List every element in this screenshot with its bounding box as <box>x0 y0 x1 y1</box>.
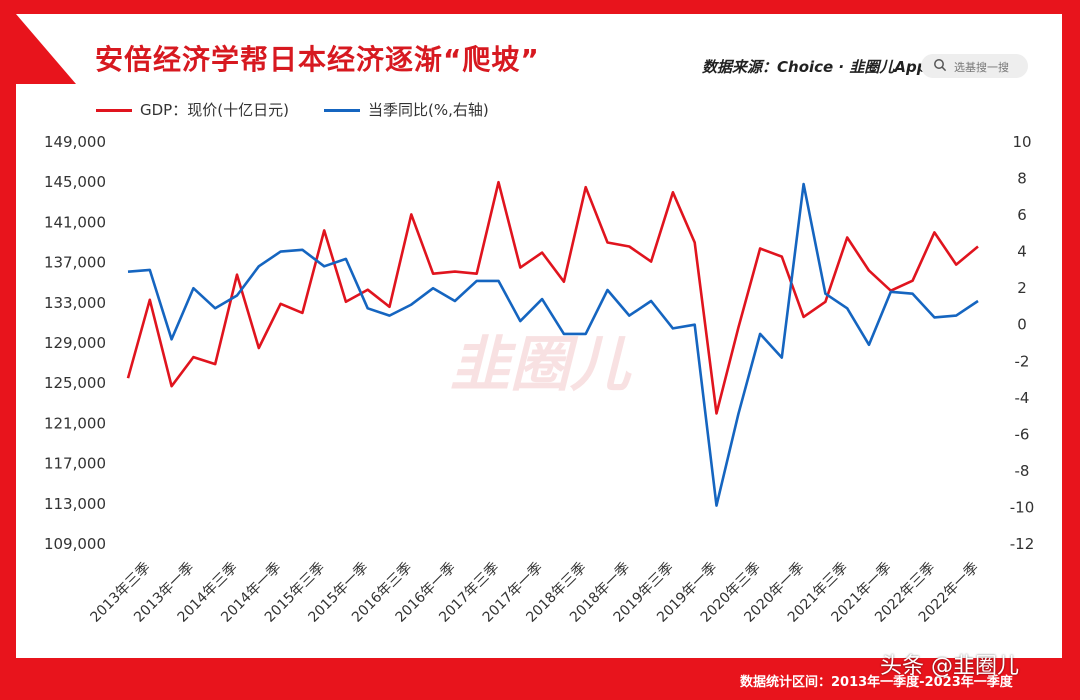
left-axis-tick: 137,000 <box>44 254 106 272</box>
left-axis-tick: 141,000 <box>44 213 106 231</box>
left-axis-ticks: 149,000 145,000 141,000 137,000 133,000 129,0… <box>44 133 106 553</box>
series-lines <box>126 180 979 507</box>
left-axis-tick: 121,000 <box>44 414 106 432</box>
right-axis-tick: 0 <box>1017 316 1027 334</box>
legend-label-yoy: 当季同比(%,右轴) <box>368 101 489 119</box>
data-range-note: 数据统计区间：2013年一季度-2023年一季度 <box>740 675 1013 690</box>
right-axis-tick: 8 <box>1017 170 1027 188</box>
left-axis-tick: 145,000 <box>44 173 106 191</box>
left-axis-tick: 149,000 <box>44 133 106 151</box>
left-axis-tick: 109,000 <box>44 535 106 553</box>
corner-triangle <box>16 14 76 84</box>
legend-label-gdp: GDP：现价(十亿日元) <box>140 101 289 119</box>
search-icon <box>934 59 947 72</box>
gdp-series-line <box>126 180 979 415</box>
right-axis-tick: -10 <box>1010 498 1035 516</box>
right-axis-tick: -8 <box>1015 462 1030 480</box>
brand-tag: 头条 @韭圈儿 <box>880 654 1019 679</box>
right-axis-tick: 6 <box>1017 206 1027 224</box>
legend-swatch-yoy <box>324 109 360 112</box>
right-axis-tick: 4 <box>1017 243 1027 261</box>
search-placeholder: 选基搜一搜 <box>954 61 1009 74</box>
left-axis-tick: 117,000 <box>44 455 106 473</box>
right-axis-ticks: 10 8 6 4 2 0 -2 -4 -6 -8 -10 -12 <box>1010 133 1035 553</box>
chart-card <box>16 14 1062 658</box>
x-axis-ticks: 2013年三季2013年一季2014年三季2014年一季2015年三季2015年… <box>88 560 982 626</box>
right-axis-tick: 2 <box>1017 279 1027 297</box>
watermark: 韭圈儿 <box>450 330 632 400</box>
data-source: 数据来源：Choice · 韭圈儿App <box>702 58 928 76</box>
left-axis-tick: 113,000 <box>44 495 106 513</box>
left-axis-tick: 133,000 <box>44 294 106 312</box>
right-axis-tick: -6 <box>1015 425 1030 443</box>
left-axis-tick: 129,000 <box>44 334 106 352</box>
right-axis-tick: -2 <box>1015 352 1030 370</box>
left-axis-tick: 125,000 <box>44 374 106 392</box>
yoy-series-line <box>127 182 979 507</box>
corner-decoration <box>16 14 76 84</box>
chart-title: 安倍经济学帮日本经济逐渐“爬坡” <box>95 43 540 76</box>
legend-swatch-gdp <box>96 109 132 112</box>
right-axis-tick: -12 <box>1010 535 1035 553</box>
right-axis-tick: -4 <box>1015 389 1030 407</box>
search-box[interactable]: 选基搜一搜 <box>921 54 1028 78</box>
right-axis-tick: 10 <box>1012 133 1031 151</box>
